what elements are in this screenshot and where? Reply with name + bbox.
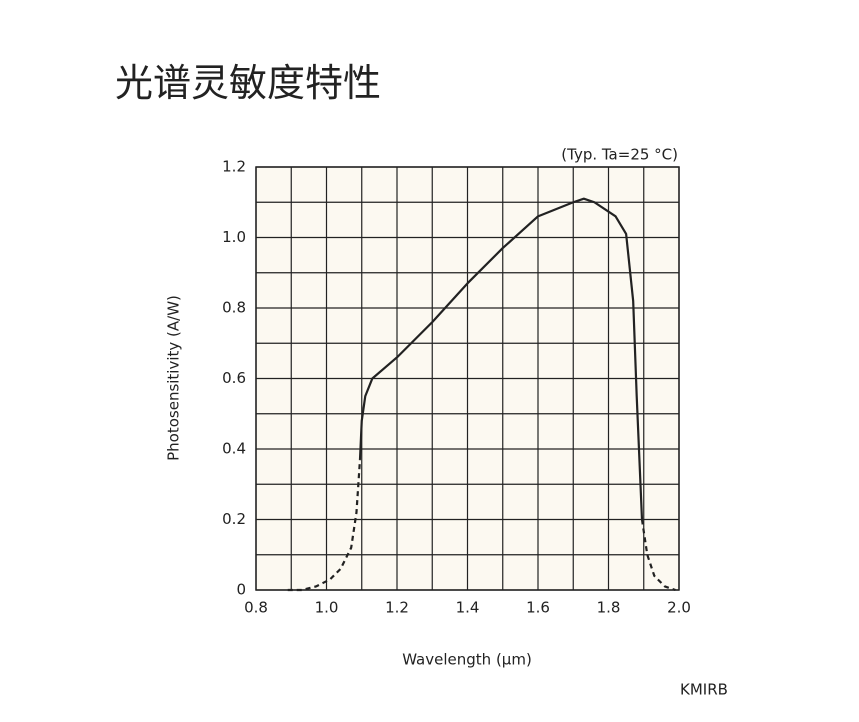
x-tick-label: 1.2: [385, 599, 409, 617]
plot-frame: [255, 166, 680, 591]
x-tick-label: 0.8: [244, 599, 268, 617]
y-tick-label: 1.0: [222, 228, 246, 246]
x-tick-label: 2.0: [667, 599, 691, 617]
y-tick-label: 0.4: [222, 440, 246, 458]
x-tick-label: 1.6: [526, 599, 550, 617]
x-tick-label: 1.8: [597, 599, 621, 617]
y-tick-label: 0.8: [222, 299, 246, 317]
y-tick-label: 0.2: [222, 510, 246, 528]
x-tick-label: 1.4: [456, 599, 480, 617]
x-tick-label: 1.0: [315, 599, 339, 617]
y-tick-label: 0: [236, 581, 246, 599]
x-axis-label: Wavelength (μm): [402, 651, 532, 669]
y-axis-label: Photosensitivity (A/W): [165, 295, 183, 461]
annotation: (Typ. Ta=25 °C): [561, 146, 678, 164]
curve: [358, 197, 644, 520]
curve: [640, 519, 676, 592]
page-heading: 光谱灵敏度特性: [115, 63, 381, 105]
y-tick-label: 1.2: [222, 158, 246, 176]
curve: [287, 459, 362, 592]
code-label: KMIRB: [680, 681, 728, 699]
y-tick-label: 0.6: [222, 369, 246, 387]
